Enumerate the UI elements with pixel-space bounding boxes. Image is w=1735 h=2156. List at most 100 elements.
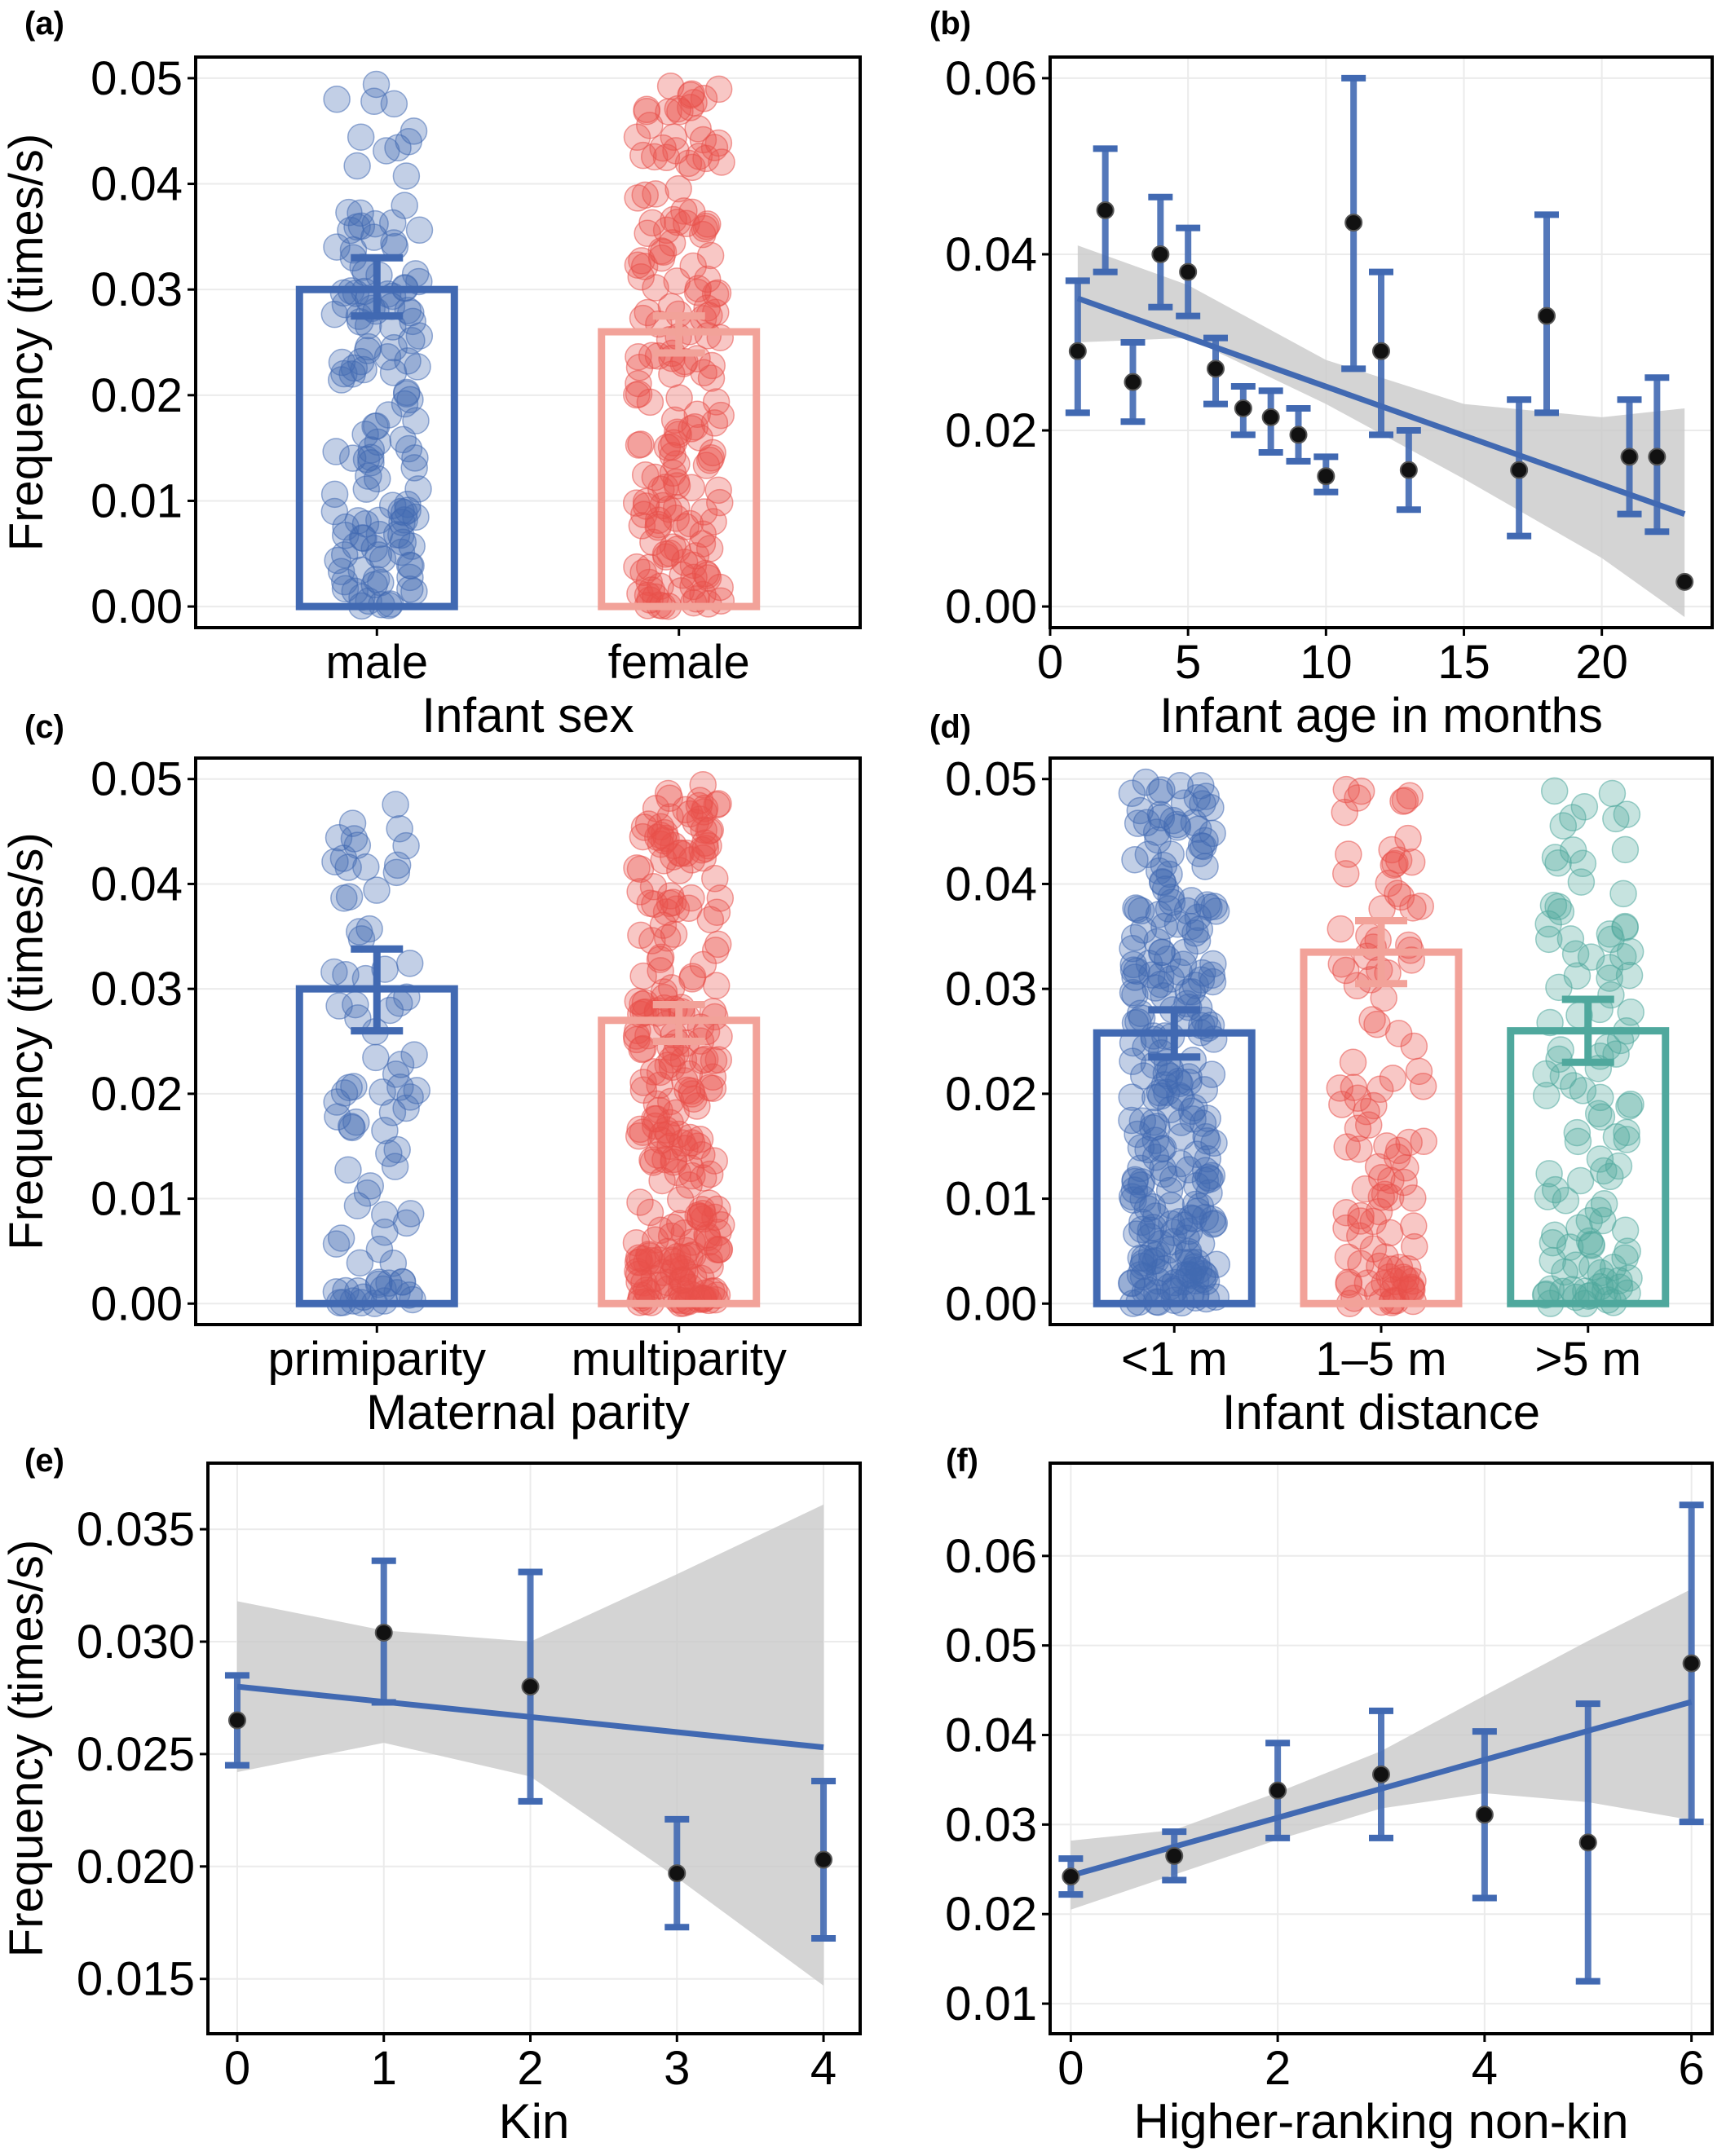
data-point — [1177, 887, 1206, 915]
y-tick-label: 0.025 — [77, 1728, 195, 1781]
data-point — [1384, 1020, 1413, 1047]
data-point — [400, 1041, 428, 1069]
data-point — [1570, 793, 1599, 821]
data-point — [629, 1069, 657, 1096]
data-point — [1605, 1152, 1633, 1180]
data-point — [642, 180, 669, 208]
data-point — [405, 216, 434, 245]
data-point — [1590, 1157, 1618, 1185]
data-point — [1594, 1034, 1622, 1061]
x-tick-label: male — [325, 636, 428, 689]
data-point — [699, 439, 726, 467]
y-tick-label: 0.01 — [91, 1173, 183, 1226]
data-point — [629, 962, 657, 990]
data-point — [1559, 804, 1587, 831]
x-tick-label: >5 m — [1534, 1333, 1641, 1386]
data-point — [1146, 778, 1173, 806]
data-point — [1198, 961, 1226, 990]
data-point — [696, 1253, 724, 1281]
data-point — [398, 326, 426, 355]
data-point — [639, 1149, 667, 1176]
data-point — [1331, 956, 1360, 985]
data-point — [661, 1253, 690, 1281]
data-point — [1191, 827, 1219, 855]
data-point — [1344, 214, 1363, 232]
data-point — [1121, 1167, 1149, 1196]
data-point — [388, 1268, 417, 1296]
data-point — [1202, 897, 1230, 925]
data-point — [1575, 1227, 1604, 1255]
data-point — [1198, 1162, 1226, 1190]
data-point — [1562, 1251, 1590, 1279]
data-point — [343, 213, 371, 241]
data-point — [636, 553, 664, 581]
x-tick-label: 0 — [1037, 636, 1063, 689]
data-point — [815, 1850, 833, 1869]
data-point — [1159, 806, 1187, 835]
panel-a: 0.00 0.01 0.02 0.03 0.04 0.05 male femaleInfant… — [0, 6, 862, 743]
data-point — [376, 996, 404, 1025]
data-point — [384, 134, 412, 162]
data-point — [654, 779, 682, 808]
x-tick-label: 2 — [517, 2042, 543, 2095]
data-point — [396, 1200, 425, 1228]
data-point — [1192, 783, 1220, 810]
data-point — [689, 844, 717, 872]
data-point — [380, 90, 408, 118]
data-point — [644, 513, 672, 541]
data-point — [701, 937, 730, 964]
data-point — [667, 577, 695, 605]
data-point — [320, 300, 349, 328]
data-point — [636, 1198, 664, 1227]
y-tick-label: 0.04 — [945, 1709, 1037, 1762]
data-point — [1165, 1846, 1184, 1865]
data-point — [323, 85, 351, 113]
data-point — [1596, 920, 1624, 948]
data-point — [1145, 857, 1173, 885]
data-point — [1165, 958, 1194, 986]
y-tick-label: 0.03 — [91, 963, 183, 1016]
data-point — [1475, 1805, 1494, 1824]
data-point — [1121, 845, 1149, 874]
data-point — [642, 795, 670, 822]
y-tick-label: 0.02 — [945, 404, 1037, 457]
data-point — [1609, 880, 1637, 908]
panel-label: (e) — [24, 1443, 64, 1479]
data-point — [363, 876, 391, 904]
data-point — [647, 237, 676, 265]
data-point — [1617, 1091, 1644, 1118]
plot-frame — [1049, 756, 1714, 1326]
data-point — [1203, 1250, 1230, 1278]
x-tick-label: 6 — [1678, 2042, 1704, 2095]
data-point — [1588, 1206, 1617, 1235]
data-point — [392, 1094, 420, 1122]
data-point — [330, 359, 358, 388]
data-point — [1559, 836, 1587, 864]
data-point — [389, 425, 417, 454]
data-point — [1578, 1833, 1597, 1852]
data-point — [1184, 1197, 1212, 1225]
data-point — [686, 787, 714, 814]
data-point — [1120, 924, 1149, 952]
data-point — [402, 407, 430, 434]
data-point — [1534, 925, 1563, 954]
data-point — [1068, 342, 1087, 360]
data-point — [1351, 1175, 1380, 1203]
data-point — [362, 412, 391, 440]
data-point — [1331, 860, 1360, 888]
data-point — [1127, 1134, 1155, 1162]
data-point — [1261, 408, 1280, 426]
data-point — [627, 262, 655, 291]
data-point — [1344, 1084, 1372, 1112]
x-axis-label: Infant distance — [1222, 1385, 1540, 1440]
y-tick-label: 0.035 — [77, 1503, 195, 1556]
data-point — [678, 884, 705, 912]
panel-label: (a) — [24, 6, 64, 42]
data-point — [1159, 1228, 1187, 1256]
data-point — [1577, 943, 1605, 971]
data-point — [625, 353, 654, 381]
panel-label: (f) — [946, 1443, 978, 1479]
data-point — [1620, 448, 1639, 466]
data-point — [1552, 1187, 1580, 1215]
data-point — [1096, 201, 1115, 219]
